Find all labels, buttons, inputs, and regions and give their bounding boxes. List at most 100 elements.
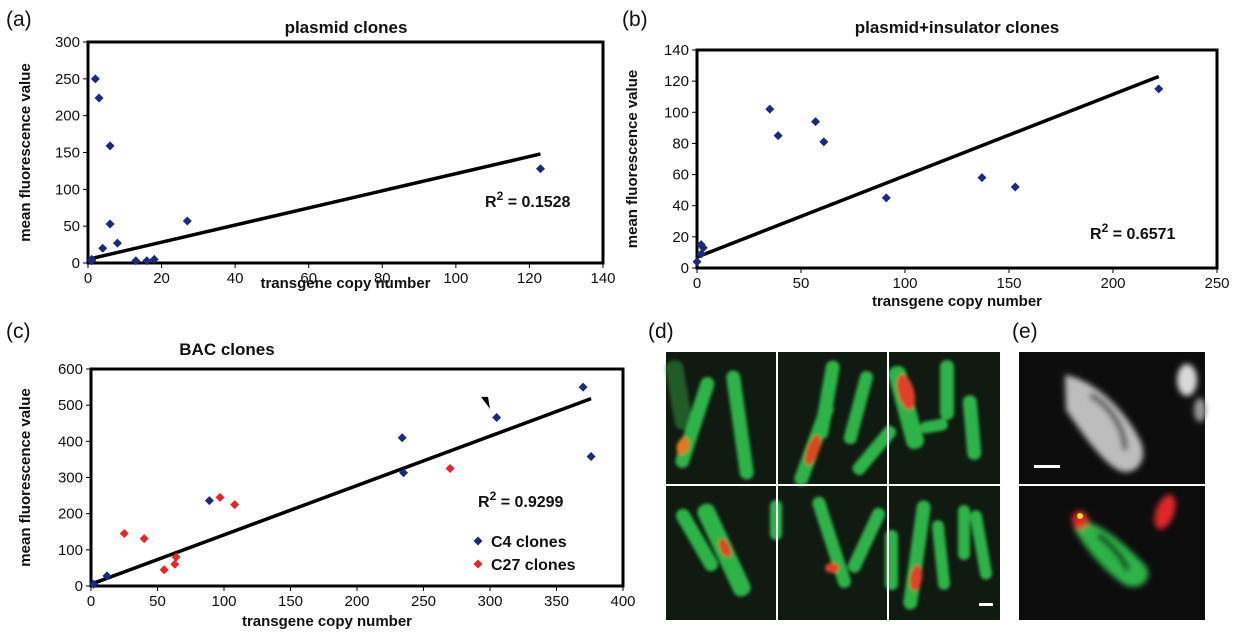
data-point [112, 238, 122, 248]
data-point [149, 254, 159, 264]
chart-title: BAC clones [179, 340, 274, 359]
chart-title: plasmid clones [285, 18, 408, 37]
y-tick-label: 200 [55, 108, 80, 125]
data-point [692, 257, 702, 267]
data-point [445, 463, 455, 473]
data-point [142, 256, 152, 266]
x-tick-label: 200 [344, 593, 369, 610]
y-axis-label: mean fluorescence value [17, 388, 34, 566]
panel-letter-c: (c) [6, 320, 31, 343]
x-tick-label: 150 [278, 593, 303, 610]
x-tick-label: 300 [477, 593, 502, 610]
panel-letter-e: (e) [1012, 320, 1038, 343]
y-tick-label: 300 [58, 470, 83, 487]
r-squared-annotation: R2 = 0.6571 [1090, 221, 1176, 243]
r2-superscript: 2 [490, 489, 497, 503]
y-tick-label: 100 [55, 181, 80, 198]
microscopy-panel-e [1019, 352, 1206, 620]
x-tick-label: 100 [892, 275, 917, 292]
panel-letter-a: (a) [6, 8, 32, 31]
x-tick-label: 350 [544, 593, 569, 610]
legend-label: C4 clones [491, 534, 567, 551]
x-axis-label: transgene copy number [872, 293, 1042, 310]
legend-marker [473, 559, 483, 569]
x-tick-label: 40 [227, 270, 244, 287]
chart-plasmid-insulator-clones: plasmid+insulator clones 0 50 100 150 200 250 0… [624, 18, 1230, 310]
x-tick-label: 20 [153, 270, 170, 287]
y-tick-label: 80 [672, 135, 689, 152]
data-point [1154, 84, 1164, 94]
data-point [171, 552, 181, 562]
chart-plasmid-clones: plasmid clones 0 20 40 60 80 100 120 140 0 50 100 15… [17, 18, 616, 292]
y-tick-label: 120 [664, 73, 689, 90]
r2-value: = 0.9299 [496, 494, 563, 511]
data-point [94, 93, 104, 103]
x-tick-label: 0 [87, 593, 95, 610]
data-point [87, 256, 97, 266]
legend-label: C27 clones [491, 557, 576, 574]
data-point [397, 433, 407, 443]
data-point [698, 243, 708, 253]
x-tick-label: 100 [211, 593, 236, 610]
x-tick-label: 0 [84, 270, 92, 287]
y-tick-label: 20 [672, 229, 689, 246]
x-tick-label: 120 [517, 270, 542, 287]
data-point [170, 559, 180, 569]
data-point [492, 412, 502, 422]
trendline [87, 152, 541, 262]
y-tick-label: 500 [58, 397, 83, 414]
x-tick-label: 250 [411, 593, 436, 610]
r2-superscript: 2 [497, 189, 504, 203]
x-tick-label: 200 [1100, 275, 1125, 292]
data-point [811, 117, 821, 127]
x-tick-label: 250 [1204, 275, 1229, 292]
y-tick-label: 150 [55, 145, 80, 162]
data-point [119, 529, 129, 539]
y-tick-label: 250 [55, 71, 80, 88]
microscopy-panel-d [665, 352, 1000, 620]
y-tick-label: 300 [55, 34, 80, 51]
y-tick-label: 200 [58, 506, 83, 523]
legend-marker [473, 536, 483, 546]
x-axis-label: transgene copy number [242, 613, 412, 630]
y-axis-label: mean fluorescence value [17, 63, 34, 241]
r2-prefix: R [1090, 226, 1102, 243]
data-point [535, 164, 545, 174]
r-squared-annotation: R2 = 0.9299 [478, 489, 564, 511]
r2-value: = 0.1528 [503, 194, 570, 211]
x-tick-label: 50 [149, 593, 166, 610]
data-point [102, 571, 112, 581]
panel-letter-b: (b) [622, 8, 648, 31]
x-tick-label: 0 [693, 275, 701, 292]
chart-bac-clones: BAC clones 0 50 100 150 200 250 300 350 400 0 100 20… [17, 340, 636, 630]
data-point [773, 131, 783, 141]
data-point [182, 216, 192, 226]
chart-title: plasmid+insulator clones [855, 18, 1060, 37]
x-tick-label: 150 [996, 275, 1021, 292]
data-point [98, 243, 108, 253]
r2-superscript: 2 [1102, 221, 1109, 235]
r2-value: = 0.6571 [1108, 226, 1175, 243]
data-point [159, 565, 169, 575]
data-point [819, 137, 829, 147]
data-point [230, 500, 240, 510]
r2-prefix: R [478, 494, 490, 511]
y-tick-label: 0 [75, 578, 83, 595]
y-tick-label: 140 [664, 42, 689, 59]
data-point [586, 452, 596, 462]
data-point [89, 579, 99, 589]
y-tick-label: 600 [58, 361, 83, 378]
data-point [765, 104, 775, 114]
arrowhead-marker [480, 396, 490, 409]
data-point [105, 141, 115, 151]
y-tick-label: 60 [672, 167, 689, 184]
x-axis-label: transgene copy number [260, 275, 430, 292]
plot-frame [86, 40, 605, 265]
x-tick-label: 60 [300, 270, 317, 287]
data-point [90, 74, 100, 84]
data-point [105, 219, 115, 229]
trendline [90, 397, 592, 586]
data-point [204, 496, 214, 506]
data-point [131, 256, 141, 266]
x-tick-label: 400 [610, 593, 635, 610]
